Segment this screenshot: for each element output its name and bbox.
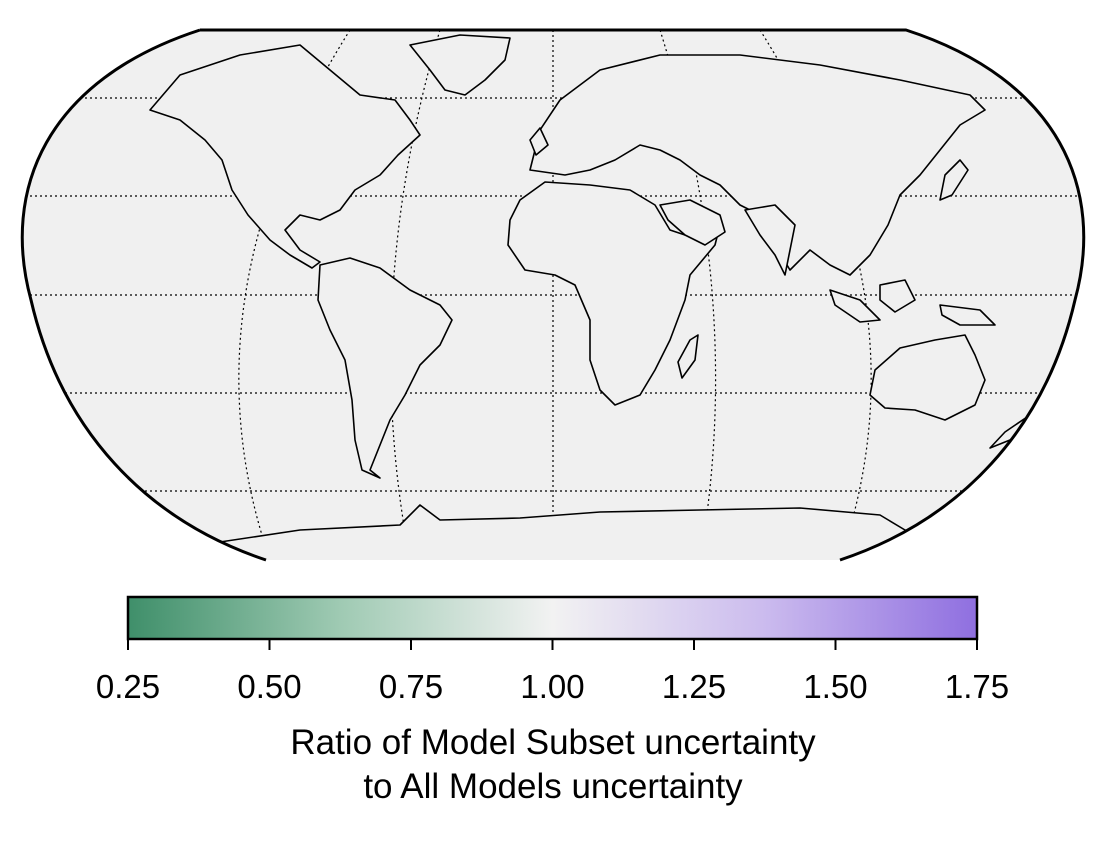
new-guinea-outline	[939, 304, 996, 326]
madagascar-outline	[677, 334, 699, 379]
africa-outline	[507, 181, 721, 406]
colorbar-tick-label: 0.75	[378, 668, 444, 705]
colorbar-tick-label: 1.25	[661, 668, 727, 705]
colorbar-ticks	[127, 639, 978, 650]
eurasia-outline	[529, 54, 986, 276]
arabia-outline	[659, 199, 726, 246]
india-outline	[744, 204, 796, 276]
colorbar-gradient	[126, 595, 979, 641]
japan-outline	[939, 159, 969, 201]
north-america-outline	[149, 44, 421, 269]
colorbar	[126, 595, 979, 650]
antarctica-outline	[199, 504, 961, 560]
borneo-outline	[879, 279, 916, 313]
greenland-outline	[409, 34, 511, 96]
colorbar-tick-label: 1.75	[944, 668, 1010, 705]
map-border	[20, 28, 1086, 562]
colorbar-tick-label: 1.00	[520, 668, 585, 705]
colorbar-tick-label: 0.50	[237, 668, 302, 705]
colorbar-tick-label: 0.25	[95, 668, 161, 705]
coastlines	[149, 34, 1036, 560]
colorbar-label-line2: to All Models uncertainty	[363, 767, 743, 806]
uk-outline	[529, 127, 549, 156]
australia-outline	[869, 334, 986, 421]
south-america-outline	[317, 257, 453, 479]
colorbar-tick-label: 1.50	[803, 668, 868, 705]
colorbar-label-line1: Ratio of Model Subset uncertainty	[290, 723, 816, 762]
map-panel	[20, 28, 1086, 562]
indonesia-outline	[829, 289, 881, 323]
